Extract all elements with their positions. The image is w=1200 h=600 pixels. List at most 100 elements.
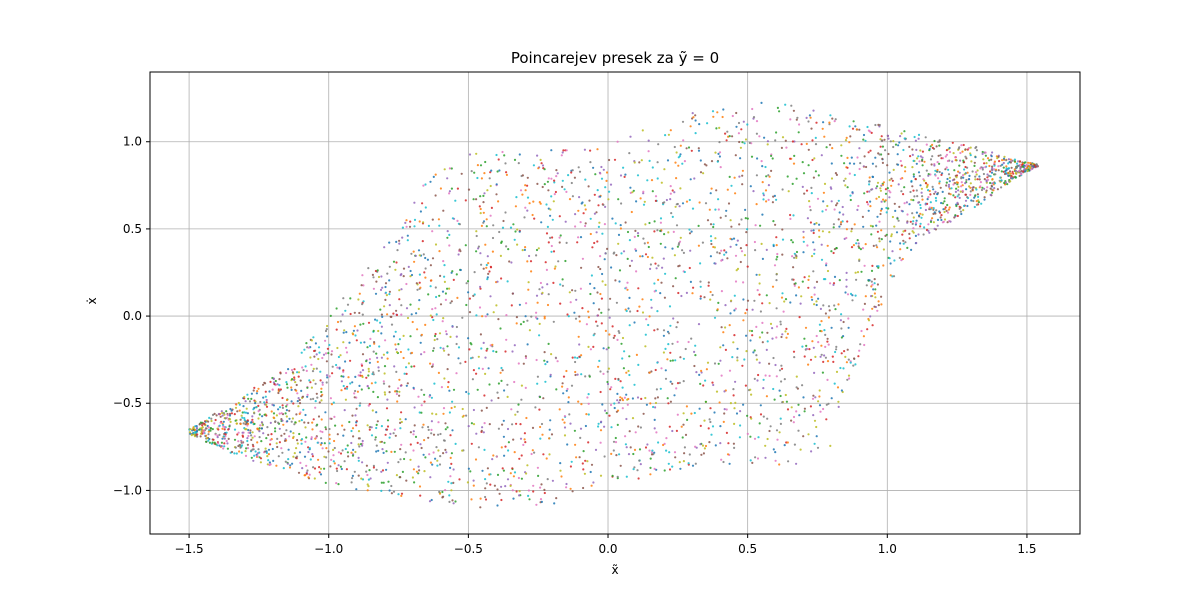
data-point bbox=[635, 270, 638, 273]
data-point bbox=[947, 168, 950, 171]
data-point bbox=[942, 208, 945, 211]
data-point bbox=[654, 262, 657, 265]
data-point bbox=[569, 422, 572, 425]
data-point bbox=[725, 408, 728, 411]
data-point bbox=[844, 291, 847, 294]
data-point bbox=[749, 185, 752, 188]
data-point bbox=[728, 324, 731, 327]
data-point bbox=[925, 169, 928, 172]
data-point bbox=[482, 267, 485, 270]
data-point bbox=[632, 189, 635, 192]
data-point bbox=[395, 348, 398, 351]
data-point bbox=[497, 427, 500, 430]
data-point bbox=[475, 230, 478, 233]
data-point bbox=[468, 297, 471, 300]
data-point bbox=[377, 369, 380, 372]
data-point bbox=[359, 374, 362, 377]
data-point bbox=[962, 143, 965, 147]
data-point bbox=[367, 374, 370, 377]
data-point bbox=[587, 441, 590, 444]
data-point bbox=[651, 190, 654, 193]
data-point bbox=[602, 168, 605, 171]
data-point bbox=[708, 208, 711, 211]
data-point bbox=[758, 293, 761, 296]
data-point bbox=[432, 318, 435, 322]
data-point bbox=[317, 346, 321, 349]
data-point bbox=[686, 418, 689, 421]
data-point bbox=[851, 127, 855, 130]
data-point bbox=[399, 350, 402, 354]
data-point bbox=[647, 323, 650, 327]
data-point bbox=[377, 329, 380, 333]
data-point bbox=[449, 456, 452, 459]
data-point bbox=[934, 169, 937, 172]
data-point bbox=[879, 189, 883, 192]
data-point bbox=[789, 157, 792, 160]
data-point bbox=[253, 454, 256, 457]
data-point bbox=[890, 177, 893, 180]
data-point bbox=[911, 230, 914, 233]
data-point bbox=[349, 297, 352, 300]
data-point bbox=[956, 195, 959, 198]
data-point bbox=[741, 174, 744, 177]
data-point bbox=[822, 407, 825, 411]
data-point bbox=[309, 398, 312, 401]
data-point bbox=[881, 145, 885, 148]
data-point bbox=[734, 254, 738, 257]
data-point bbox=[393, 365, 396, 368]
data-point bbox=[866, 125, 869, 129]
data-point bbox=[719, 425, 722, 428]
data-point bbox=[801, 161, 804, 164]
data-point bbox=[435, 446, 438, 449]
data-point bbox=[956, 214, 959, 218]
data-point bbox=[674, 359, 677, 362]
data-point bbox=[812, 414, 815, 417]
data-point bbox=[562, 392, 565, 395]
data-point bbox=[604, 252, 607, 255]
data-point bbox=[910, 248, 913, 251]
data-point bbox=[941, 190, 944, 193]
data-point bbox=[584, 208, 587, 211]
data-point bbox=[443, 377, 446, 380]
data-point bbox=[819, 307, 823, 310]
data-point bbox=[452, 278, 455, 281]
data-point bbox=[934, 196, 938, 200]
data-point bbox=[965, 178, 968, 182]
data-point bbox=[994, 173, 997, 176]
data-point bbox=[604, 409, 607, 412]
data-point bbox=[538, 408, 541, 411]
data-point bbox=[491, 343, 494, 346]
data-point bbox=[1019, 163, 1022, 166]
data-point bbox=[503, 389, 506, 392]
data-point bbox=[632, 452, 635, 456]
data-point bbox=[653, 467, 656, 470]
data-point bbox=[222, 412, 225, 415]
data-point bbox=[880, 238, 883, 241]
data-point bbox=[372, 390, 375, 393]
data-point bbox=[263, 413, 266, 416]
data-point bbox=[316, 423, 319, 426]
data-point bbox=[872, 288, 875, 291]
data-point bbox=[486, 278, 489, 281]
data-point bbox=[535, 503, 538, 506]
data-point bbox=[418, 411, 421, 414]
data-point bbox=[486, 276, 489, 279]
data-point bbox=[442, 495, 445, 498]
data-point bbox=[277, 408, 280, 411]
data-point bbox=[246, 439, 249, 443]
data-point bbox=[459, 362, 462, 365]
data-point bbox=[742, 281, 745, 284]
data-point bbox=[692, 286, 695, 289]
data-point bbox=[943, 200, 946, 203]
data-point bbox=[428, 453, 431, 456]
data-point bbox=[249, 429, 252, 432]
data-point bbox=[412, 468, 415, 471]
data-point bbox=[539, 437, 542, 440]
data-point bbox=[420, 388, 423, 391]
data-point bbox=[762, 194, 766, 197]
data-point bbox=[706, 122, 709, 125]
data-point bbox=[869, 200, 872, 203]
data-point bbox=[833, 120, 836, 123]
data-point bbox=[838, 211, 841, 214]
data-point bbox=[533, 217, 536, 220]
